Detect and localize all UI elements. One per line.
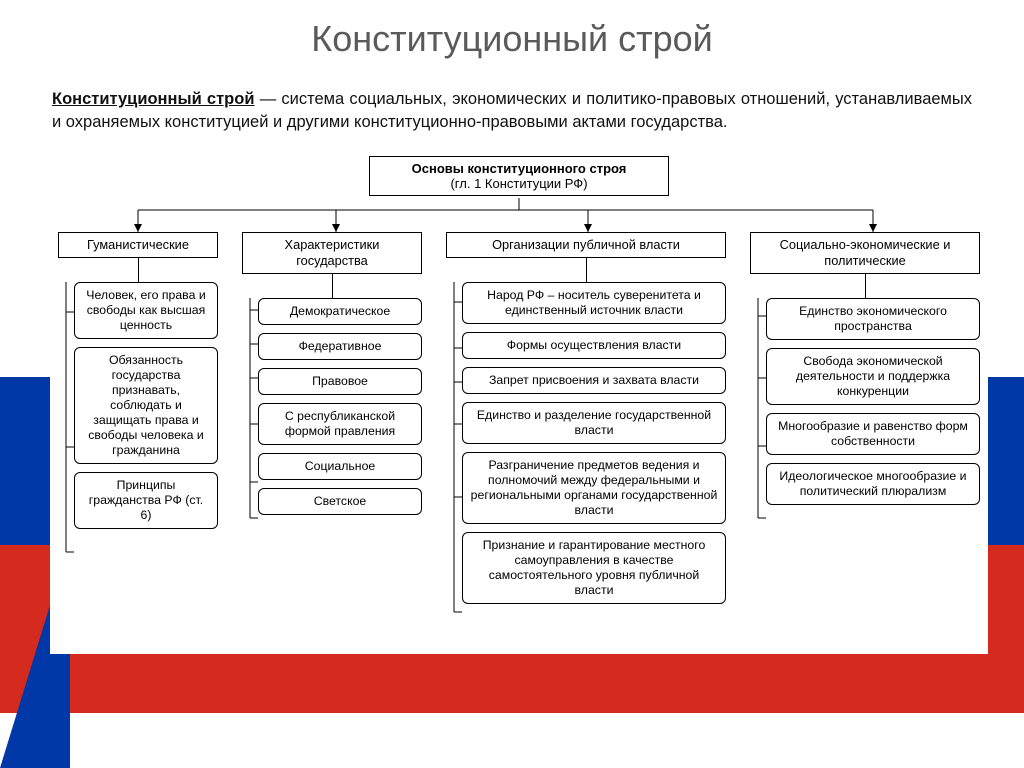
- item-box: Единство экономического пространства: [766, 298, 980, 340]
- items: Человек, его права и свободы как высшая …: [74, 282, 218, 582]
- column-stem: [138, 258, 139, 282]
- item-box: Идеологическое много­образие и политичес…: [766, 463, 980, 505]
- column-header: Социально-экономические и политические: [750, 232, 980, 274]
- column-header: Гуманистические: [58, 232, 218, 258]
- item-box: Светское: [258, 488, 422, 515]
- root-connector: [58, 198, 980, 232]
- root-subtitle: (гл. 1 Конституции РФ): [378, 176, 660, 191]
- item-box: Свобода экономической деятельности и под…: [766, 348, 980, 405]
- page-title: Конституционный строй: [50, 18, 974, 60]
- item-box: Человек, его права и свободы как высшая …: [74, 282, 218, 339]
- item-box: Единство и разделение государственной вл…: [462, 402, 726, 444]
- column-stem: [332, 274, 333, 298]
- item-stack: Народ РФ – носитель суверенитета и единс…: [446, 282, 726, 642]
- slide: Конституционный строй Конституционный ст…: [0, 0, 1024, 768]
- item-stack: Единство экономического пространства Сво…: [750, 298, 980, 548]
- item-box: Правовое: [258, 368, 422, 395]
- item-box: Принципы гражданства РФ (ст. 6): [74, 472, 218, 529]
- column-stem: [586, 258, 587, 282]
- column-stem: [865, 274, 866, 298]
- item-box: Запрет присвоения и захвата власти: [462, 367, 726, 394]
- item-box: Многообразие и равенство форм собственно…: [766, 413, 980, 455]
- item-box: С республи­канской формой правления: [258, 403, 422, 445]
- column-4: Социально-экономические и политические: [750, 232, 980, 548]
- item-stack: Демократическое Федеративное Правовое С …: [242, 298, 422, 538]
- column-3: Организации публичной власти: [446, 232, 726, 642]
- column-2: Характеристики государства: [242, 232, 422, 538]
- item-box: Демократическое: [258, 298, 422, 325]
- item-box: Признание и гарантирование местного само…: [462, 532, 726, 604]
- item-box: Народ РФ – носитель суверенитета и единс…: [462, 282, 726, 324]
- column-1: Гуманистические Человек, ег: [58, 232, 218, 582]
- content-area: Конституционный строй Конституционный ст…: [0, 0, 1024, 654]
- definition-paragraph: Конституционный строй — система социальн…: [50, 88, 974, 134]
- flag-white-bottom: [0, 713, 1024, 768]
- branch-stub: [446, 282, 462, 642]
- diagram: Основы конституционного строя (гл. 1 Кон…: [50, 148, 988, 654]
- column-header: Характеристики государства: [242, 232, 422, 274]
- root-node: Основы конституционного строя (гл. 1 Кон…: [369, 156, 669, 196]
- items: Народ РФ – носитель суверенитета и единс…: [462, 282, 726, 642]
- item-box: Разграничение предметов ведения и полном…: [462, 452, 726, 524]
- columns-row: Гуманистические Человек, ег: [58, 232, 980, 642]
- item-stack: Человек, его права и свободы как высшая …: [58, 282, 218, 582]
- items: Единство экономического пространства Сво…: [766, 298, 980, 548]
- root-title: Основы конституционного строя: [378, 161, 660, 176]
- branch-stub: [750, 298, 766, 548]
- column-header: Организации публичной власти: [446, 232, 726, 258]
- item-box: Обязанность государства признавать, собл…: [74, 347, 218, 464]
- item-box: Формы осуществления власти: [462, 332, 726, 359]
- item-box: Федеративное: [258, 333, 422, 360]
- definition-term: Конституционный строй: [52, 90, 254, 108]
- branch-stub: [242, 298, 258, 538]
- item-box: Социальное: [258, 453, 422, 480]
- branch-stub: [58, 282, 74, 582]
- items: Демократическое Федеративное Правовое С …: [258, 298, 422, 538]
